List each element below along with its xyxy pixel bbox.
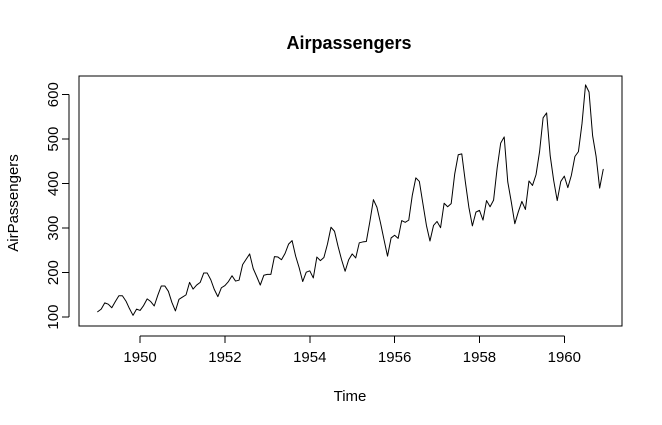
series-line xyxy=(97,84,604,316)
x-tick-label: 1960 xyxy=(548,349,581,366)
y-tick-label: 500 xyxy=(45,127,62,152)
y-axis-label: AirPassengers xyxy=(5,154,22,252)
x-tick-label: 1950 xyxy=(123,349,156,366)
y-tick-label: 400 xyxy=(45,171,62,196)
chart-title: Airpassengers xyxy=(286,33,411,53)
y-axis: 100 200 300 400 500 600 xyxy=(45,82,70,330)
y-tick-label: 200 xyxy=(45,260,62,285)
y-tick-label: 100 xyxy=(45,305,62,330)
x-axis-label: Time xyxy=(334,388,367,405)
x-axis: 1950 1952 1954 1956 1958 1960 xyxy=(123,335,581,366)
x-tick-label: 1956 xyxy=(378,349,411,366)
y-tick-label: 300 xyxy=(45,216,62,241)
x-tick-label: 1952 xyxy=(208,349,241,366)
x-tick-label: 1954 xyxy=(293,349,326,366)
x-tick-label: 1958 xyxy=(463,349,496,366)
y-tick-label: 600 xyxy=(45,82,62,107)
plot-area xyxy=(78,75,623,327)
